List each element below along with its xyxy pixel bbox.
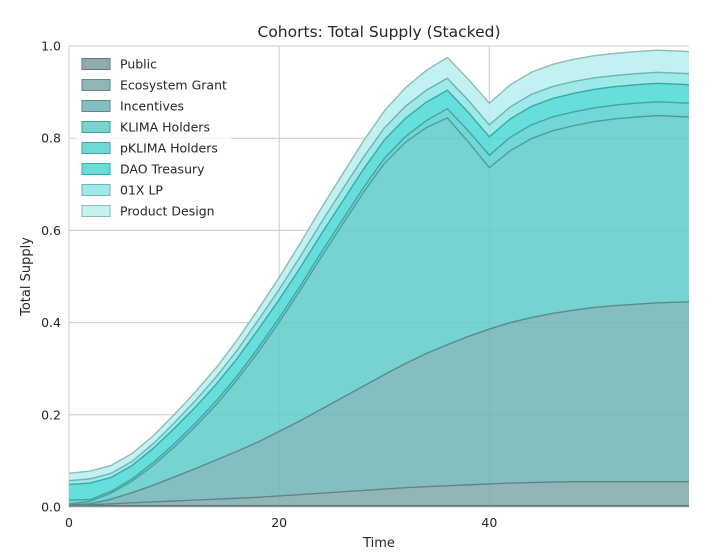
x-tick-label: 0 xyxy=(65,515,73,530)
legend-label: DAO Treasury xyxy=(120,162,205,177)
y-tick-label: 1.0 xyxy=(41,39,61,54)
area-klima-holders xyxy=(69,115,689,505)
legend-swatch xyxy=(81,142,111,154)
line-product-design xyxy=(68,49,690,475)
y-tick-label: 0.8 xyxy=(41,131,61,146)
legend-label: Public xyxy=(120,57,157,72)
legend-swatch xyxy=(81,205,111,217)
line-01x-lp xyxy=(68,71,690,482)
legend-swatch xyxy=(81,184,111,196)
ticks: 0 20 40 0.0 0.2 0.4 0.6 0.8 1.0 xyxy=(41,39,497,531)
legend-box xyxy=(76,52,231,225)
line-pklima-holders xyxy=(68,101,690,501)
legend-swatch xyxy=(81,58,111,70)
line-ecosystem-grant xyxy=(68,480,689,506)
y-tick-label: 0.6 xyxy=(41,223,61,238)
y-tick-label: 0.0 xyxy=(41,500,61,515)
legend-swatch xyxy=(81,121,111,133)
x-tick-label: 20 xyxy=(271,515,287,530)
stacked-areas xyxy=(69,50,689,507)
legend: Public Ecosystem Grant Incentives KLIMA Hol… xyxy=(76,52,231,225)
legend-label: Incentives xyxy=(120,99,184,114)
line-incentives xyxy=(68,301,690,506)
y-axis-label: Total Supply xyxy=(19,237,34,317)
x-axis-label: Time xyxy=(362,536,395,551)
legend-label: Product Design xyxy=(120,204,215,219)
line-klima-holders xyxy=(68,114,690,505)
y-tick-label: 0.4 xyxy=(41,315,61,330)
y-tick-label: 0.2 xyxy=(41,407,61,422)
legend-label: pKLIMA Holders xyxy=(120,141,218,156)
x-tick-label: 40 xyxy=(481,515,497,530)
legend-label: KLIMA Holders xyxy=(120,120,210,135)
area-ecosystem-grant xyxy=(69,481,689,506)
chart-title: Cohorts: Total Supply (Stacked) xyxy=(258,23,501,41)
area-incentives xyxy=(69,301,689,506)
legend-swatch xyxy=(81,163,111,175)
legend-swatch xyxy=(81,100,111,112)
line-dao-treasury xyxy=(68,82,690,486)
legend-swatch xyxy=(81,79,111,91)
legend-label: 01X LP xyxy=(120,183,163,198)
series-lines xyxy=(68,49,690,507)
legend-label: Ecosystem Grant xyxy=(120,78,227,93)
